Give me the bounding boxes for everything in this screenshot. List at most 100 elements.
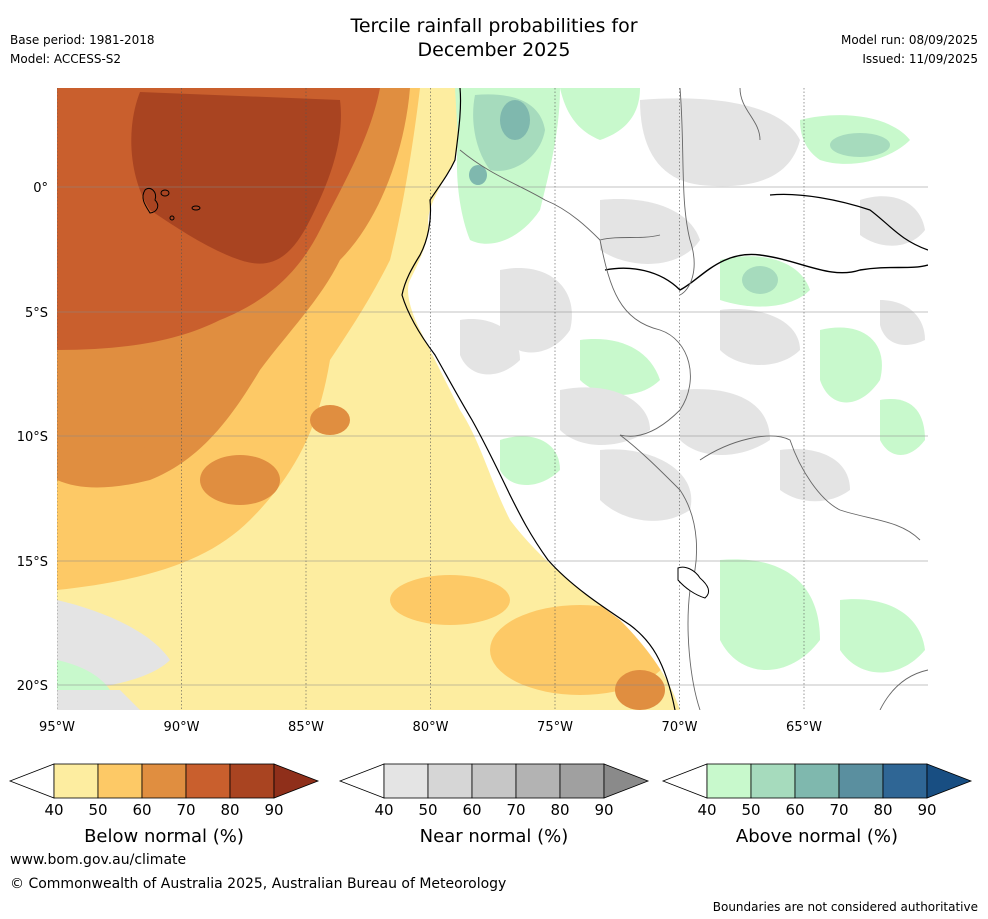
colorbar-segment <box>471 763 517 799</box>
lat-tick-labels: 0° 5°S 10°S 15°S 20°S <box>17 181 48 694</box>
colorbar-tick: 90 <box>917 801 936 819</box>
colorbar-tick: 50 <box>741 801 760 819</box>
colorbar-segment <box>515 763 561 799</box>
colorbar-segment <box>53 763 99 799</box>
colorbar-low-extend <box>338 763 385 799</box>
lon-tick: 80°W <box>413 720 449 735</box>
colorbar-tick: 70 <box>176 801 195 819</box>
above-40-50-region <box>580 339 660 395</box>
land-region <box>408 88 928 710</box>
map-field <box>57 88 928 710</box>
colorbar-segment <box>882 763 928 799</box>
colorbar-tick: 60 <box>132 801 151 819</box>
footer-disclaimer: Boundaries are not considered authoritat… <box>712 900 978 914</box>
above-40-50-region <box>720 559 820 670</box>
colorbar-segment <box>838 763 884 799</box>
galapagos-islands <box>142 187 201 221</box>
near-40-50-region <box>780 449 850 502</box>
lon-tick: 70°W <box>662 720 698 735</box>
lon-tick: 85°W <box>288 720 324 735</box>
colorbar-tick: 40 <box>44 801 63 819</box>
above-40-50-region <box>820 327 882 403</box>
colorbar-segment <box>559 763 605 799</box>
colorbar-segment <box>141 763 187 799</box>
colorbar-high-extend <box>273 763 320 799</box>
colorbar-tick: 60 <box>462 801 481 819</box>
lon-tick: 90°W <box>164 720 200 735</box>
below-80-90-region <box>131 92 341 264</box>
model-text: Model: ACCESS-S2 <box>10 52 122 66</box>
above-50-60-region <box>830 133 890 157</box>
colorbar-above: 40 50 60 70 80 90 Above normal (%) <box>661 763 973 847</box>
lat-tick: 20°S <box>17 679 48 694</box>
near-40-50-region <box>560 387 650 445</box>
colorbar-low-extend <box>661 763 708 799</box>
lake-titicaca <box>677 566 710 599</box>
lat-tick: 15°S <box>17 555 48 570</box>
below-patch <box>490 605 670 695</box>
above-40-50-region <box>560 88 640 140</box>
near-40-50-region <box>720 309 800 365</box>
base-period-text: Base period: 1981-2018 <box>10 33 155 47</box>
above-40-50-region <box>57 660 110 690</box>
lat-tick: 10°S <box>17 430 48 445</box>
footer-url: www.bom.gov.au/climate <box>10 852 187 868</box>
latitude-lines <box>57 186 928 686</box>
near-40-50-region <box>600 199 700 264</box>
near-40-50-region <box>640 98 800 187</box>
river <box>769 193 928 251</box>
below-patch <box>615 670 665 710</box>
below-patch <box>70 395 150 465</box>
below-patch <box>310 405 350 435</box>
title-line-2: December 2025 <box>417 39 571 61</box>
colorbar-tick: 90 <box>264 801 283 819</box>
colorbar-tick: 80 <box>550 801 569 819</box>
near-40-50-region <box>680 389 770 455</box>
above-40-50-region <box>840 599 925 673</box>
near-40-50-region <box>880 300 925 345</box>
colorbar-tick: 40 <box>374 801 393 819</box>
above-50-60-region <box>742 266 778 294</box>
above-40-50-region <box>500 436 560 485</box>
colorbar-segment <box>229 763 275 799</box>
colorbar-below: 40 50 60 70 80 90 Below normal (%) <box>8 763 320 847</box>
lon-tick-labels: 95°W 90°W 85°W 80°W 75°W 70°W 65°W <box>39 720 822 735</box>
colorbar-tick: 80 <box>220 801 239 819</box>
colorbar-segment <box>427 763 473 799</box>
colorbar-tick: 70 <box>829 801 848 819</box>
colorbar-tick: 50 <box>88 801 107 819</box>
colorbar-segment <box>794 763 840 799</box>
footer-copyright: © Commonwealth of Australia 2025, Austra… <box>10 876 507 892</box>
below-patch <box>390 575 510 625</box>
colorbar-segment <box>185 763 231 799</box>
colorbar-segment <box>97 763 143 799</box>
colorbar-tick: 50 <box>418 801 437 819</box>
colorbar-tick: 90 <box>594 801 613 819</box>
near-40-50-region <box>600 449 692 521</box>
colorbar-tick: 40 <box>697 801 716 819</box>
near-40-50-region <box>460 319 520 375</box>
coastline <box>401 88 676 710</box>
lon-tick: 95°W <box>39 720 75 735</box>
lat-tick: 0° <box>33 181 48 196</box>
colorbar-label: Near normal (%) <box>420 826 569 847</box>
colorbar-tick: 80 <box>873 801 892 819</box>
near-40-50-region <box>500 268 572 353</box>
colorbars: 40 50 60 70 80 90 Below normal (%) 40 50 60 70 80 90… <box>8 763 973 847</box>
colorbar-near: 40 50 60 70 80 90 Near normal (%) <box>338 763 650 847</box>
model-run-text: Model run: 08/09/2025 <box>840 33 978 47</box>
colorbar-segment <box>706 763 752 799</box>
lon-tick: 65°W <box>786 720 822 735</box>
below-patch <box>200 455 280 505</box>
colorbar-label: Below normal (%) <box>84 826 244 847</box>
above-40-50-region <box>880 399 925 455</box>
near-40-50-region <box>860 196 925 246</box>
colorbar-segment <box>750 763 796 799</box>
amazon-river <box>604 253 928 291</box>
colorbar-high-extend <box>603 763 650 799</box>
lon-tick: 75°W <box>537 720 573 735</box>
near-40-50-region <box>57 690 140 710</box>
above-60-70-region <box>500 100 530 140</box>
near-40-50-region <box>57 600 170 690</box>
above-60-70-region <box>469 165 487 185</box>
